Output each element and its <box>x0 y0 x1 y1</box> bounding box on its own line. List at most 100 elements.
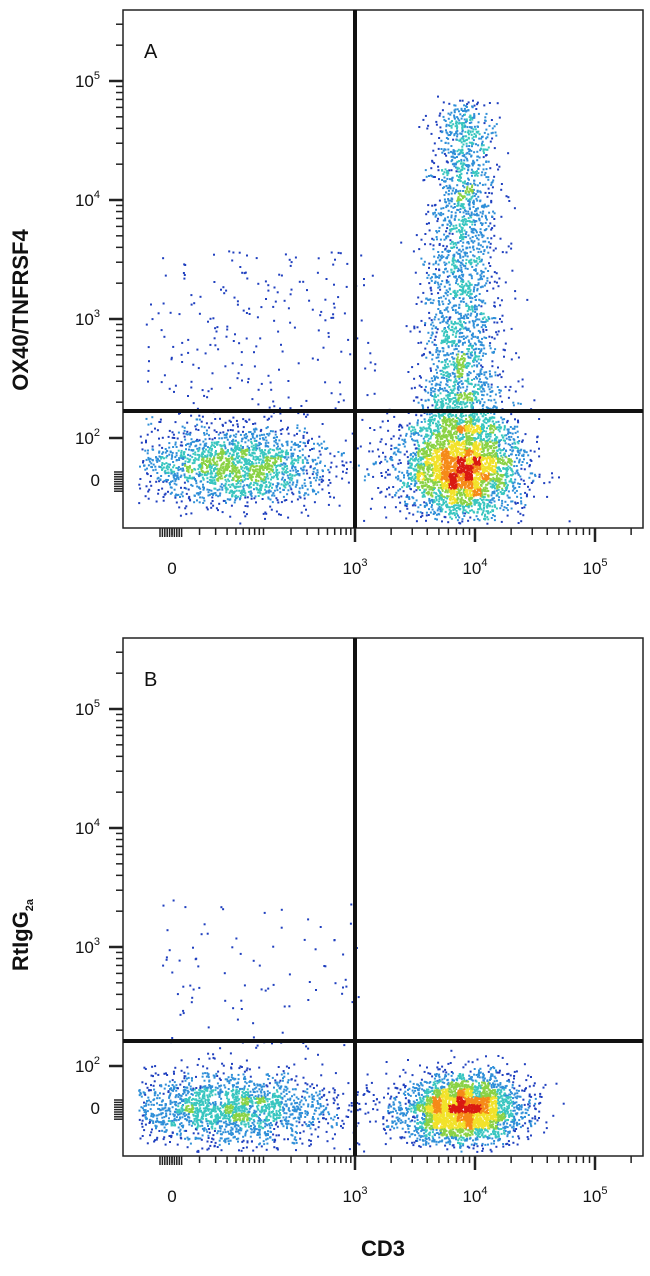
event-dot <box>408 485 411 488</box>
event-dot <box>392 486 395 488</box>
event-dot <box>181 455 184 458</box>
event-dot <box>184 438 187 441</box>
event-dot <box>456 469 459 472</box>
event-dot <box>504 500 507 503</box>
event-dot <box>490 501 493 504</box>
event-dot <box>425 453 428 456</box>
event-dot <box>443 474 446 477</box>
event-dot <box>497 488 500 491</box>
event-dot <box>455 507 458 509</box>
event-dot <box>305 415 308 418</box>
event-dot <box>297 457 300 460</box>
event-dot <box>282 462 285 465</box>
event-dot <box>269 473 272 476</box>
event-dot <box>307 439 310 442</box>
event-dot <box>426 473 429 476</box>
event-dot <box>270 478 272 481</box>
event-dot <box>202 488 205 491</box>
event-dot <box>430 469 433 471</box>
event-dot <box>488 452 491 454</box>
event-dot <box>495 474 498 477</box>
event-dot <box>271 465 274 468</box>
event-dot <box>430 474 433 477</box>
event-dot <box>294 466 297 469</box>
event-dot <box>415 464 418 466</box>
event-dot <box>433 510 436 513</box>
event-dot <box>232 440 235 443</box>
event-dot <box>266 426 269 429</box>
event-dot <box>248 449 251 452</box>
event-dot <box>298 429 301 432</box>
event-dot <box>397 448 400 451</box>
event-dot <box>235 489 238 492</box>
event-dot <box>300 467 302 470</box>
event-dot <box>446 495 449 498</box>
event-dot <box>483 474 486 476</box>
event-dot <box>482 501 484 504</box>
event-dot <box>269 464 272 467</box>
event-dot <box>515 489 518 492</box>
event-dot <box>202 486 205 489</box>
event-dot <box>291 491 294 494</box>
event-dot <box>219 485 222 488</box>
event-dot <box>465 434 468 437</box>
event-dot <box>328 479 331 481</box>
event-dot <box>209 464 211 467</box>
event-dot <box>290 488 293 491</box>
event-dot <box>472 445 475 448</box>
event-dot <box>198 475 200 478</box>
event-dot <box>202 487 205 490</box>
event-dot <box>244 496 247 499</box>
event-dot <box>283 481 286 484</box>
event-dot <box>143 464 145 467</box>
event-dot <box>161 464 163 467</box>
event-dot <box>161 462 164 464</box>
event-dot <box>417 419 419 422</box>
event-dot <box>220 464 223 467</box>
event-dot <box>207 491 210 494</box>
event-dot <box>142 460 145 462</box>
event-dot <box>454 457 456 460</box>
event-dot <box>279 487 281 490</box>
event-dot <box>218 456 221 459</box>
event-dot <box>317 456 320 459</box>
event-dot <box>440 466 443 469</box>
event-dot <box>246 445 249 448</box>
event-dot <box>267 497 270 500</box>
event-dot <box>506 484 509 487</box>
event-dot <box>491 464 494 467</box>
event-dot <box>158 444 161 447</box>
event-dot <box>220 469 223 472</box>
event-dot <box>180 441 183 444</box>
event-dot <box>275 474 277 477</box>
event-dot <box>477 486 480 489</box>
event-dot <box>305 508 307 511</box>
event-dot <box>181 464 184 466</box>
event-dot <box>458 477 461 480</box>
event-dot <box>186 443 189 445</box>
event-dot <box>303 442 306 445</box>
event-dot <box>264 445 267 448</box>
event-dot <box>255 443 258 446</box>
event-dot <box>213 468 215 471</box>
event-dot <box>294 485 297 488</box>
event-dot <box>206 454 209 457</box>
event-dot <box>529 458 532 461</box>
event-dot <box>253 430 256 433</box>
event-dot <box>502 459 505 462</box>
event-dot <box>372 475 375 478</box>
event-dot <box>262 478 265 481</box>
event-dot <box>438 500 440 503</box>
event-dot <box>241 438 244 440</box>
event-dot <box>209 455 212 458</box>
event-dot <box>178 457 181 460</box>
event-dot <box>257 489 260 491</box>
event-dot <box>254 495 257 498</box>
event-dot <box>543 482 546 485</box>
event-dot <box>433 417 436 420</box>
event-dot <box>455 445 457 448</box>
event-dot <box>233 491 235 493</box>
event-dot <box>239 433 242 436</box>
event-dot <box>246 449 249 452</box>
event-dot <box>146 433 149 436</box>
